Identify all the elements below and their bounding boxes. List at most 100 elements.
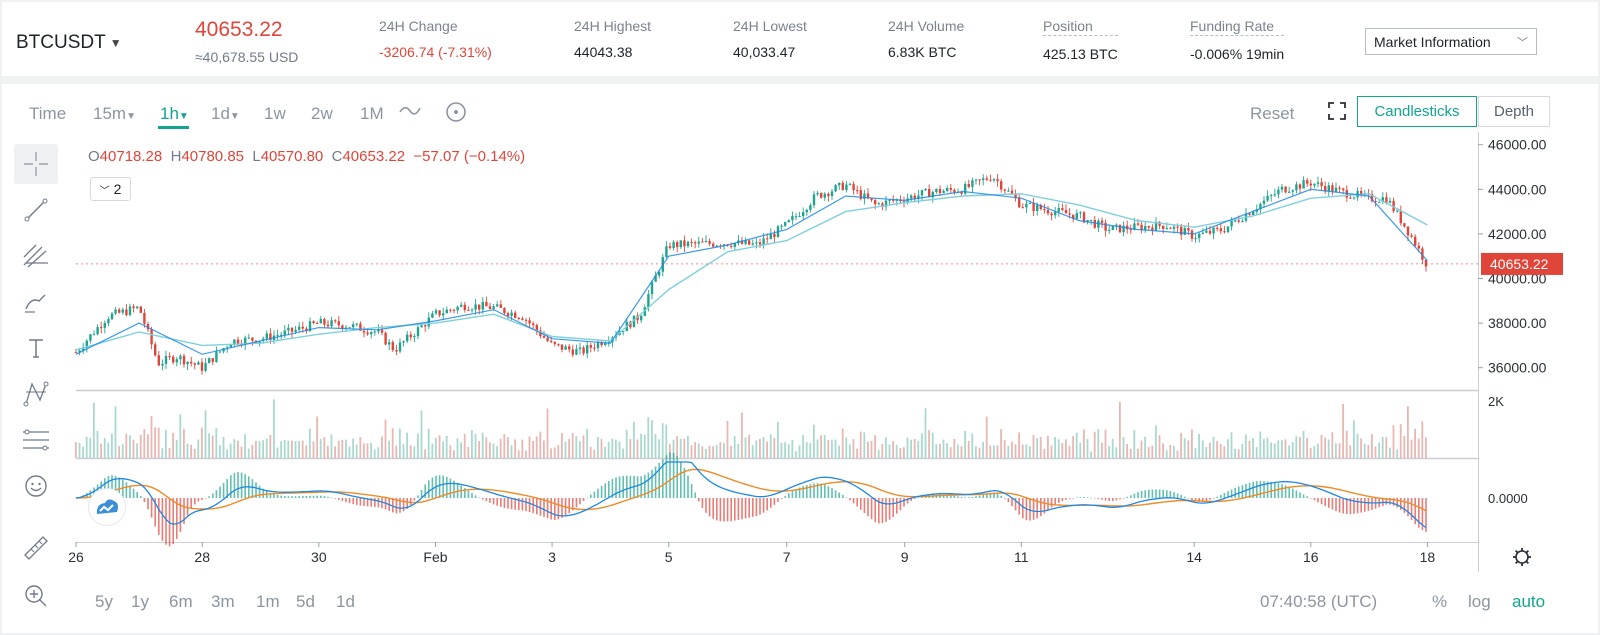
candle-body — [910, 195, 913, 199]
macd-histogram-bar — [996, 493, 999, 498]
macd-histogram-bar — [1140, 490, 1143, 498]
ma-slow-line — [75, 193, 1428, 351]
interval-1h[interactable]: 1h▼ — [160, 104, 189, 124]
text-icon[interactable] — [14, 328, 58, 368]
settings-icon[interactable] — [1513, 548, 1531, 566]
candle-body — [1086, 219, 1089, 223]
time-label[interactable]: Time — [29, 104, 67, 123]
volume-bar — [1162, 443, 1164, 458]
range-1m[interactable]: 1m — [256, 592, 280, 611]
depth-button[interactable]: Depth — [1478, 96, 1550, 127]
fib-icon[interactable] — [14, 420, 58, 460]
volume-bar — [589, 446, 592, 458]
volume-bar — [287, 440, 290, 458]
interval-2w[interactable]: 2w — [311, 104, 333, 123]
price-chart[interactable]: 46000.0044000.0042000.0040000.0038000.00… — [2, 132, 1598, 632]
macd-histogram-bar — [507, 498, 509, 509]
candle-body — [913, 195, 916, 199]
macd-histogram-bar — [230, 475, 232, 498]
emoji-icon[interactable] — [14, 466, 58, 506]
range-1y[interactable]: 1y — [131, 592, 149, 611]
volume-bar — [388, 440, 390, 458]
macd-histogram-bar — [1331, 498, 1334, 510]
volume-bar — [1014, 444, 1017, 458]
candle-body — [1237, 220, 1240, 222]
range-6m[interactable]: 6m — [169, 592, 193, 611]
range-1d[interactable]: 1d — [336, 592, 355, 611]
candle-body — [474, 304, 477, 310]
volume-bar — [1414, 428, 1416, 458]
candle-body — [521, 318, 524, 320]
macd-histogram-bar — [813, 483, 815, 498]
percent-scale-toggle[interactable]: % — [1432, 592, 1448, 611]
last-price-tag-label: 40653.22 — [1490, 256, 1549, 272]
candle-body — [1108, 230, 1111, 232]
candle-body — [643, 307, 646, 316]
macd-histogram-bar — [352, 498, 354, 505]
macd-histogram-bar — [1407, 498, 1409, 517]
pitchfork-icon[interactable] — [14, 236, 58, 276]
volume-bar — [1119, 402, 1121, 458]
macd-histogram-bar — [1162, 489, 1164, 498]
volume-bar — [975, 446, 977, 458]
interval-1m[interactable]: 1M — [360, 104, 384, 123]
ruler-icon[interactable] — [14, 528, 58, 568]
candle-body — [964, 183, 967, 194]
candlesticks-button[interactable]: Candlesticks — [1357, 96, 1477, 127]
line-chart-icon[interactable] — [398, 100, 422, 125]
interval-1d[interactable]: 1d▼ — [211, 104, 240, 124]
candle-body — [1010, 190, 1014, 195]
interval-1w[interactable]: 1w — [264, 104, 286, 123]
candle-body — [575, 349, 578, 355]
volume-bar — [737, 443, 740, 458]
axes-layer: 46000.0044000.0042000.0040000.0038000.00… — [68, 137, 1563, 566]
macd-histogram-bar — [442, 475, 444, 498]
brush-icon[interactable] — [14, 282, 58, 322]
macd-histogram-bar — [428, 480, 430, 498]
auto-scale-toggle[interactable]: auto — [1512, 592, 1546, 611]
symbol-selector[interactable]: BTCUSDT ▼ — [16, 32, 122, 54]
candle-body — [488, 306, 492, 309]
volume-bar — [1349, 445, 1352, 458]
candle-body — [1050, 213, 1053, 216]
volume-bar — [100, 443, 102, 458]
volume-bar — [993, 445, 995, 458]
reset-button[interactable]: Reset — [1250, 104, 1295, 123]
trendline-icon[interactable] — [14, 190, 58, 230]
macd-histogram-bar — [262, 488, 264, 498]
volume-bar — [395, 445, 398, 458]
stat-funding-rate[interactable]: Funding Rate -0.006% 19min — [1190, 18, 1285, 62]
candle-body — [942, 190, 945, 194]
volume-bar — [283, 439, 286, 458]
indicator-icon[interactable] — [444, 100, 468, 129]
x-tick-label: 28 — [194, 549, 210, 565]
zoom-icon[interactable] — [14, 576, 58, 616]
macd-histogram-bar — [680, 461, 682, 498]
macd-histogram-bar — [201, 498, 203, 501]
candle-body — [391, 342, 394, 351]
candle-body — [528, 320, 531, 324]
candle-body — [308, 321, 312, 332]
interval-15m[interactable]: 15m▼ — [93, 104, 136, 124]
pattern-icon[interactable] — [14, 374, 58, 414]
fullscreen-icon[interactable] — [1324, 98, 1350, 124]
volume-bar — [1029, 446, 1031, 458]
volume-bar — [1039, 436, 1042, 458]
indicator-collapse-toggle[interactable]: ﹀ 2 — [90, 177, 131, 201]
range-3m[interactable]: 3m — [211, 592, 235, 611]
range-5d[interactable]: 5d — [296, 592, 315, 611]
candle-body — [1295, 184, 1298, 191]
candle-body — [1144, 226, 1147, 231]
volume-bar — [557, 445, 560, 458]
candle-body — [1223, 231, 1226, 233]
crosshair-icon[interactable] — [14, 144, 58, 184]
stat-position[interactable]: Position 425.13 BTC — [1043, 18, 1118, 62]
macd-histogram-bar — [831, 488, 833, 498]
volume-bar — [1396, 449, 1398, 458]
macd-histogram-bar — [1187, 498, 1190, 499]
log-scale-toggle[interactable]: log — [1468, 592, 1491, 611]
range-5y[interactable]: 5y — [95, 592, 113, 611]
market-information-dropdown[interactable]: Market Information ﹀ — [1365, 28, 1537, 55]
utc-clock[interactable]: 07:40:58 (UTC) — [1260, 592, 1378, 611]
volume-bar — [805, 442, 808, 458]
